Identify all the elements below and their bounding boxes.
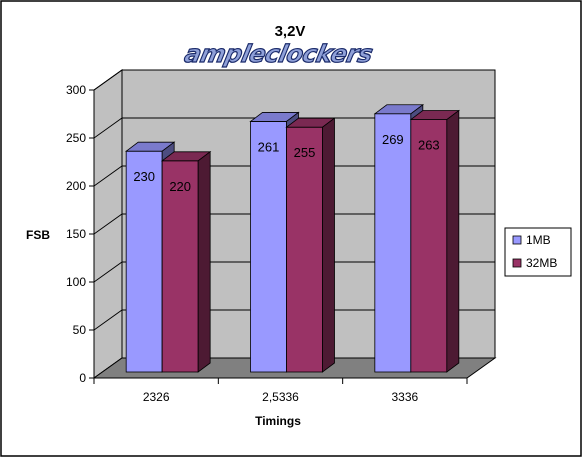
bar-value-label: 263: [418, 138, 440, 153]
bar-value-label: 269: [382, 132, 404, 147]
bar-side: [446, 109, 460, 373]
legend: 1MB 32MB: [504, 227, 572, 277]
bar-side: [197, 151, 211, 373]
gridline: [93, 261, 495, 283]
y-tick-label: 150: [66, 227, 86, 241]
y-tick-label: 50: [73, 323, 87, 337]
gridline: [93, 213, 495, 235]
y-tick-label: 0: [79, 371, 86, 385]
legend-label-32mb: 32MB: [526, 256, 557, 270]
gridline: [93, 117, 495, 139]
bar-front: [410, 119, 448, 373]
y-tick-label: 300: [66, 83, 86, 97]
y-tick-label: 100: [66, 275, 86, 289]
watermark-text: ampleclockers: [182, 39, 375, 68]
bar-value-label: 220: [169, 179, 191, 194]
bar-32mb-2,5336: 255: [285, 117, 336, 373]
watermark-logo: ampleclockers: [182, 39, 376, 69]
bar-front: [286, 126, 323, 373]
x-tick-label: 2326: [143, 390, 170, 404]
gridlines: [89, 69, 495, 379]
x-tick-label: 3336: [391, 390, 418, 404]
x-axis-label: Timings: [255, 414, 301, 428]
x-axis-tick-labels: 2326 2,5336 3336: [93, 378, 468, 404]
y-axis-tick-labels: 0 50 100 150 200 250 300: [66, 83, 86, 385]
bar-value-label: 261: [258, 139, 280, 154]
bar-32mb-2326: 220: [160, 151, 212, 373]
chart-title: 3,2V: [275, 23, 306, 40]
bar-front: [125, 150, 163, 373]
gridline: [93, 69, 495, 91]
y-axis-label: FSB: [26, 228, 50, 242]
bar-value-label: 230: [133, 169, 155, 184]
legend-label-1mb: 1MB: [526, 233, 551, 247]
bar-front: [374, 113, 412, 373]
legend-swatch-1mb: [512, 235, 522, 245]
gridline: [93, 165, 495, 187]
y-tick-label: 200: [66, 179, 86, 193]
bars: 230 220 261 255 269 263: [124, 103, 461, 373]
gridline: [93, 309, 495, 331]
legend-swatch-32mb: [512, 258, 522, 268]
bar-side: [322, 117, 335, 373]
bar-32mb-3336: 263: [409, 109, 461, 373]
x-tick-label: 2,5336: [262, 390, 299, 404]
y-tick-label: 250: [66, 131, 86, 145]
bar-value-label: 255: [294, 145, 316, 160]
bar-front: [250, 121, 287, 373]
